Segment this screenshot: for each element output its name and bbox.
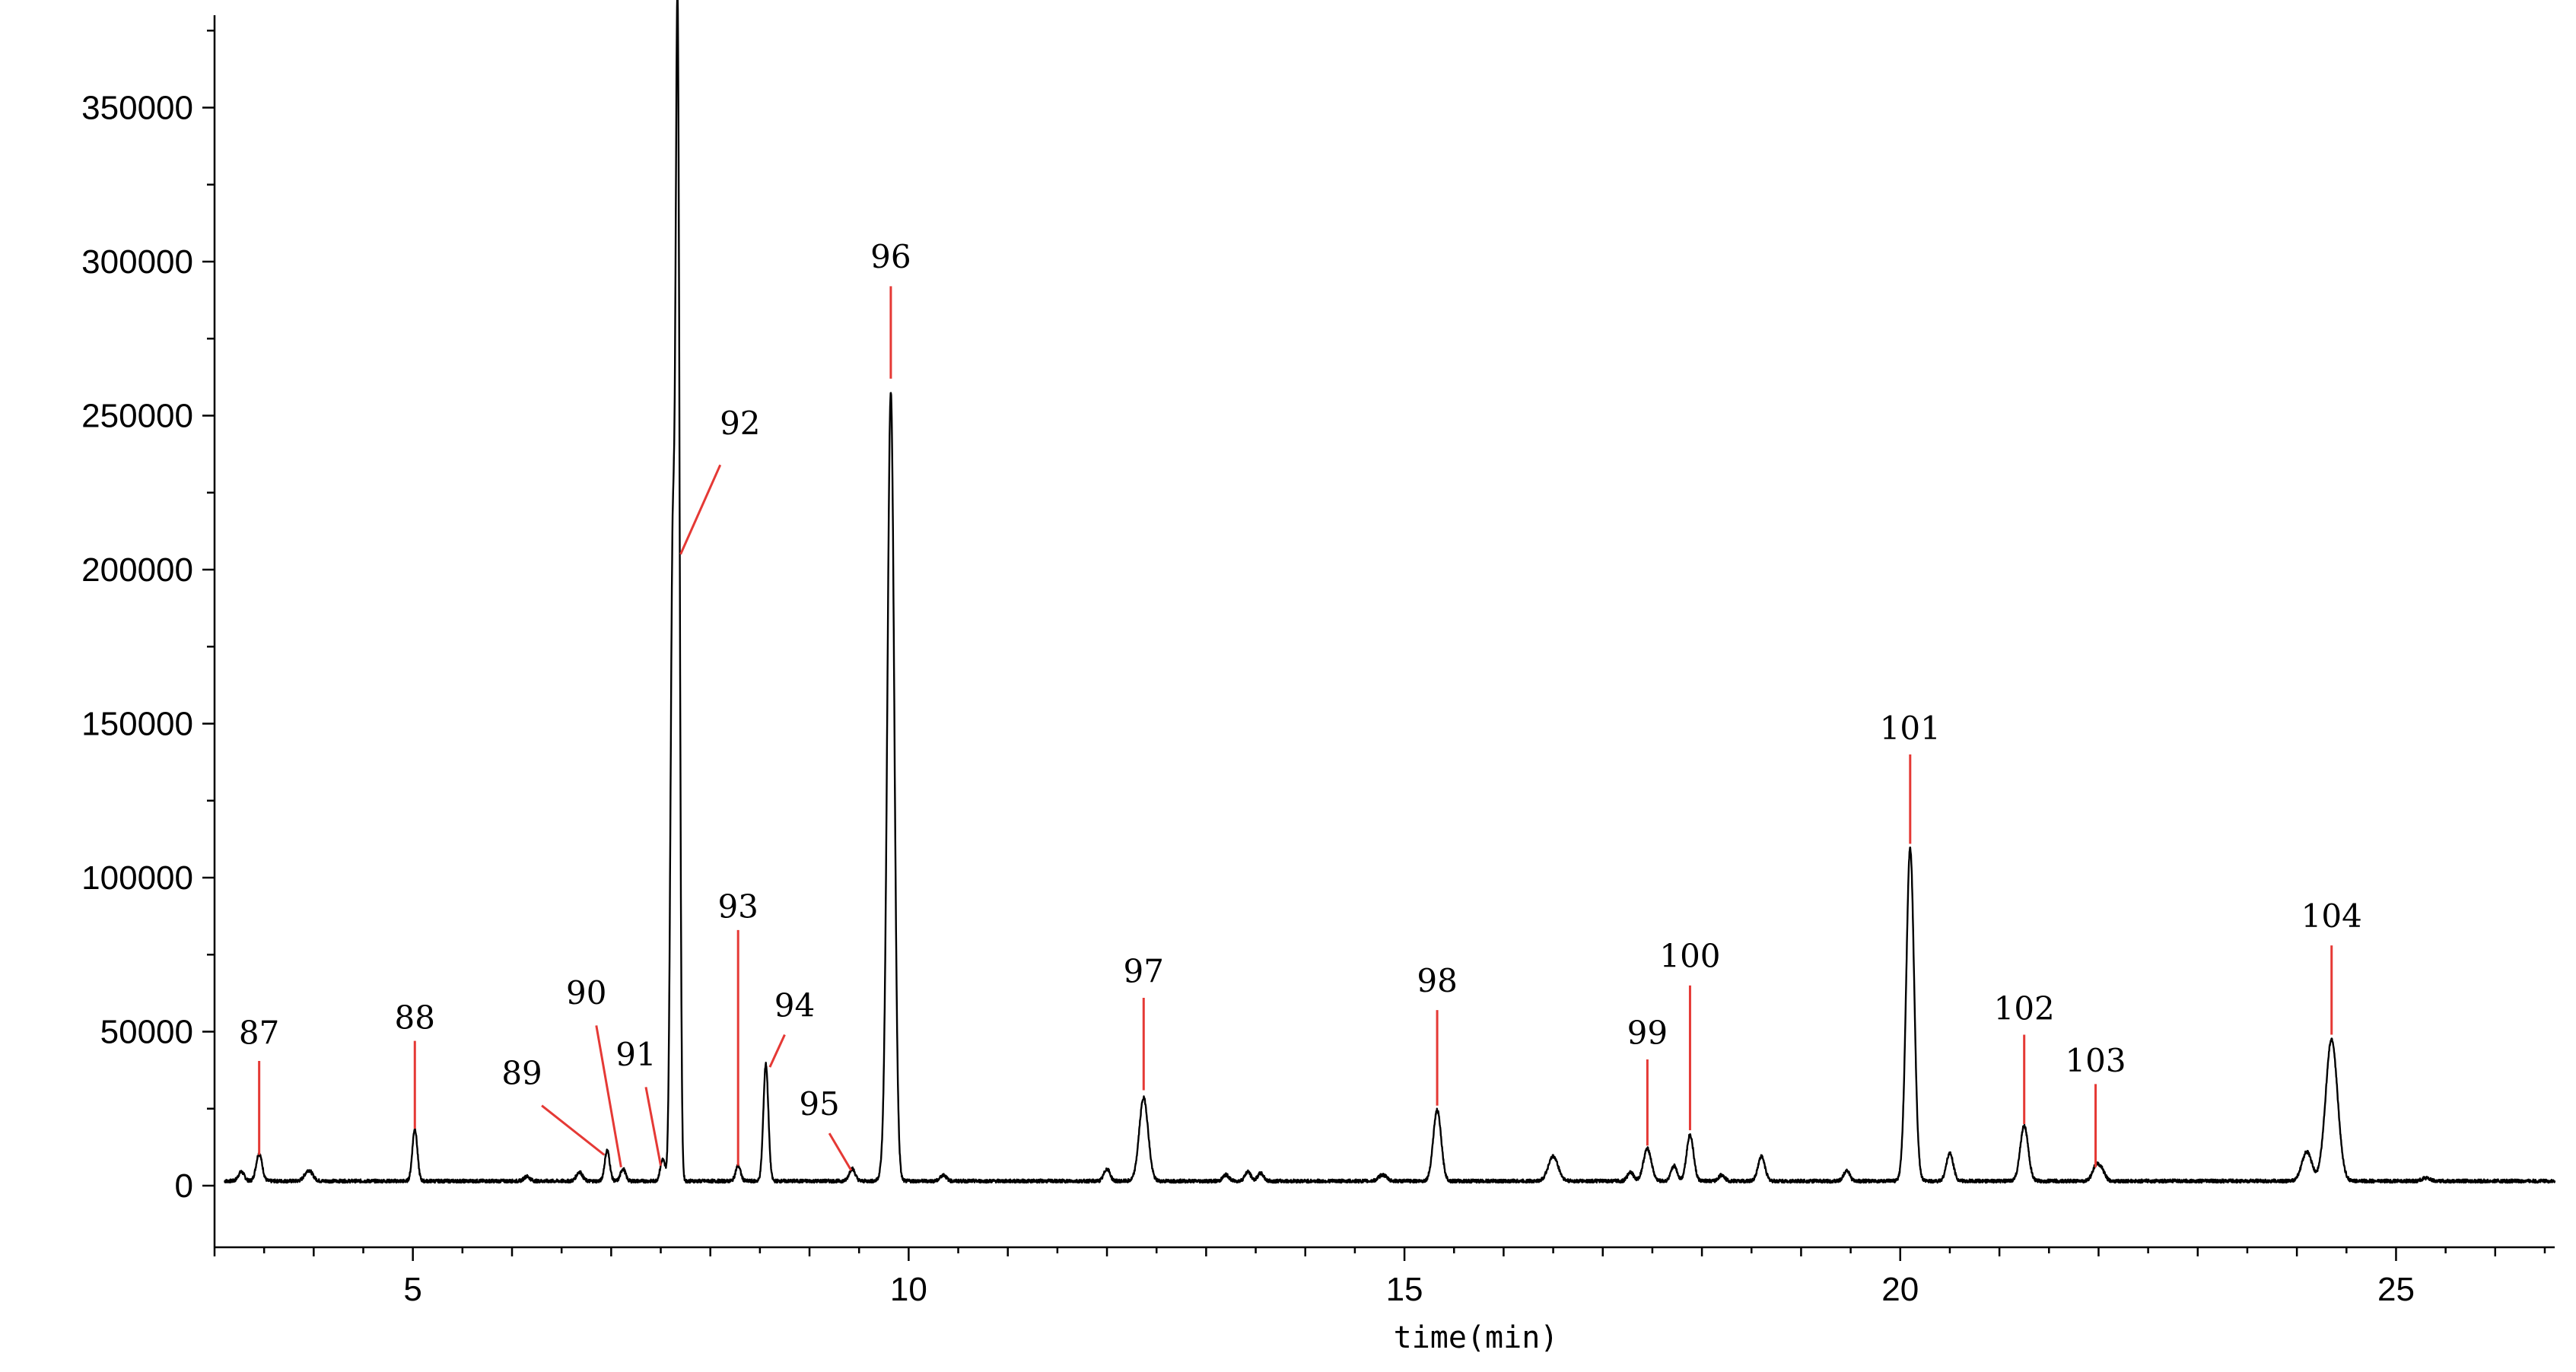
chromatogram-trace: [224, 0, 2556, 1184]
peak-label: 90: [566, 974, 606, 1012]
peak-label: 97: [1124, 953, 1164, 990]
y-axis: 0 50000 100000 150000 200000 250000 300000 3500…: [81, 15, 216, 1247]
peak-label: 95: [799, 1085, 839, 1123]
peak-annotation-104: 104: [2301, 897, 2362, 1035]
peak-annotation-99: 99: [1627, 1015, 1668, 1146]
leader-line: [644, 1087, 662, 1166]
peak-label: 89: [501, 1054, 542, 1091]
leader-line: [541, 1104, 606, 1156]
x-tick-label: 10: [890, 1271, 927, 1308]
y-tick-label: 350000: [81, 90, 193, 127]
peak-label: 87: [239, 1015, 279, 1052]
x-tick-label: 20: [1881, 1271, 1919, 1308]
y-tick-label: 200000: [81, 551, 193, 589]
y-tick-label: 300000: [81, 243, 193, 281]
y-tick-label: 0: [175, 1167, 193, 1205]
x-axis-title: time(min): [1394, 1320, 1559, 1355]
peak-annotation-88: 88: [395, 999, 435, 1129]
y-tick-label: 50000: [100, 1014, 193, 1051]
x-tick-label: 15: [1386, 1271, 1423, 1308]
peak-annotation-90: 90: [566, 974, 622, 1167]
peak-label: 100: [1659, 937, 1720, 974]
peak-label: 98: [1417, 962, 1457, 999]
x-axis: 5 10 15 20 25: [213, 1246, 2555, 1308]
peak-annotation-87: 87: [239, 1015, 279, 1155]
peak-annotation-93: 93: [717, 888, 758, 1166]
y-tick-label: 250000: [81, 398, 193, 435]
peak-annotation-101: 101: [1880, 710, 1941, 844]
x-tick-label: 5: [403, 1271, 421, 1308]
peak-annotation-103: 103: [2065, 1042, 2126, 1167]
peak-label: 91: [615, 1036, 656, 1073]
y-tick-label: 100000: [81, 859, 193, 897]
leader-line: [768, 1034, 786, 1068]
peak-annotation-97: 97: [1124, 953, 1164, 1091]
peak-label: 99: [1627, 1015, 1668, 1052]
peak-label: 88: [395, 999, 435, 1036]
y-tick-label: 150000: [81, 706, 193, 743]
leader-line: [595, 1025, 622, 1167]
peak-annotation-91: 91: [615, 1036, 662, 1166]
peak-label: 103: [2065, 1042, 2126, 1079]
x-tick-label: 25: [2377, 1271, 2415, 1308]
peak-label: 92: [720, 405, 760, 442]
peak-label: 94: [774, 986, 815, 1024]
peak-label: 101: [1880, 710, 1941, 747]
peak-annotation-96: 96: [870, 238, 911, 379]
leader-line: [679, 464, 722, 555]
peak-annotation-100: 100: [1659, 937, 1721, 1131]
peak-annotation-92: 92: [679, 405, 761, 555]
peak-annotation-102: 102: [1994, 989, 2055, 1124]
leader-line: [828, 1132, 853, 1171]
peak-label: 102: [1994, 989, 2055, 1027]
peak-annotation-95: 95: [799, 1085, 853, 1171]
peak-annotation-89: 89: [501, 1054, 606, 1156]
peak-label: 93: [717, 888, 758, 926]
peak-label: 104: [2301, 897, 2362, 935]
peak-annotation-98: 98: [1417, 962, 1458, 1106]
peak-label: 96: [870, 238, 911, 275]
peak-annotation-94: 94: [768, 986, 815, 1068]
